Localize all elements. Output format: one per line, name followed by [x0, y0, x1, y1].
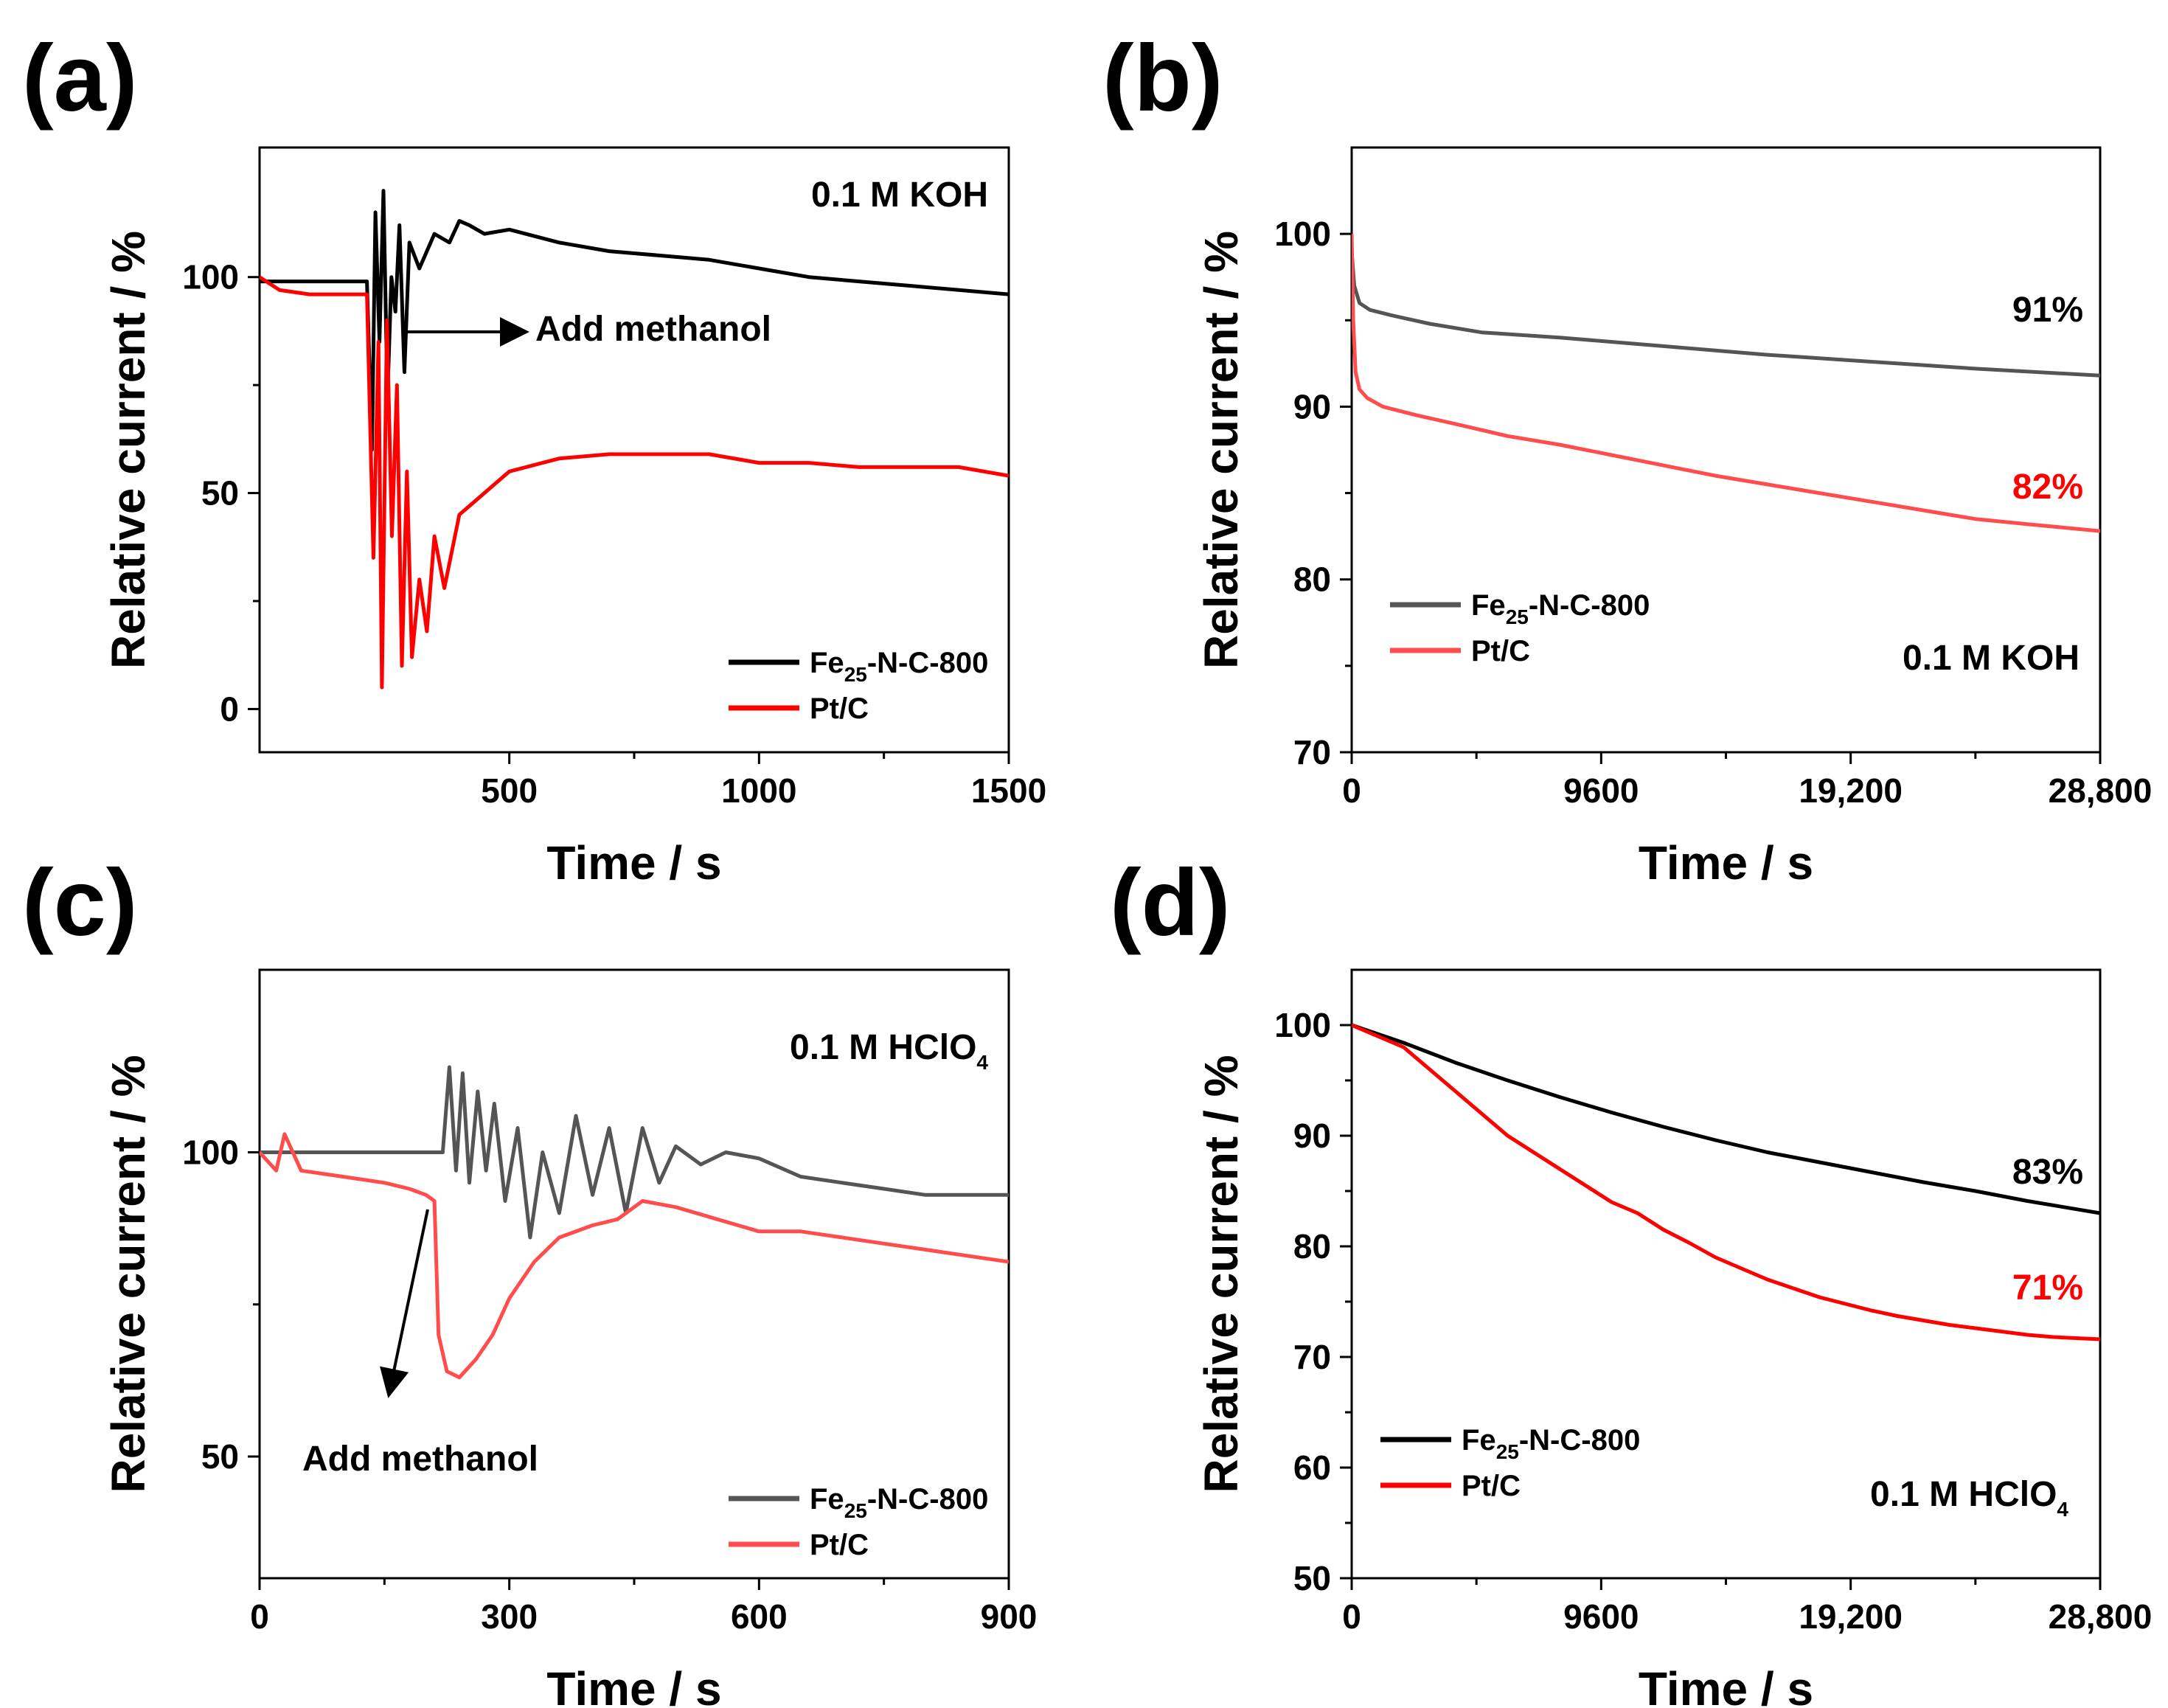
y-tick-label: 70 — [1293, 1338, 1331, 1376]
legend-name: Fe — [1462, 1424, 1496, 1457]
legend-subscript: 25 — [844, 1499, 867, 1522]
series-line-pt-c — [260, 1132, 1009, 1380]
electrolyte-label: 0.1 M HClO4 — [1870, 1475, 2068, 1521]
y-tick-label: 0 — [220, 690, 239, 728]
legend-name-rest: -N-C-800 — [1529, 589, 1650, 622]
retention-label-pt-c: 82% — [2012, 468, 2083, 507]
legend-label: Fe25-N-C-800 — [810, 647, 988, 686]
electrolyte-subscript: 4 — [976, 1051, 988, 1074]
y-axis-title: Relative current / % — [1195, 231, 1248, 669]
y-tick-label: 100 — [1274, 215, 1331, 253]
electrolyte-label: 0.1 M KOH — [811, 176, 988, 215]
y-tick-label: 70 — [1293, 733, 1331, 771]
y-tick-label: 90 — [1293, 387, 1331, 426]
series-line-pt-c — [1352, 1023, 2100, 1341]
x-axis-title: Time / s — [1639, 1662, 1813, 1708]
x-tick-label: 1000 — [721, 771, 796, 810]
series-line-fe-n-c-800 — [260, 189, 1009, 452]
retention-label-pt-c: 71% — [2012, 1268, 2083, 1308]
chart-panel-3: (c) 0 300 600 900 50 100 Time / s Relative curre… — [22, 850, 1037, 1708]
x-tick-label: 900 — [981, 1597, 1038, 1636]
x-tick-label: 9600 — [1563, 1597, 1639, 1636]
legend-subscript: 25 — [1506, 605, 1529, 628]
x-tick-label: 9600 — [1563, 771, 1639, 810]
panel-label: (c) — [22, 850, 137, 956]
retention-label-fe-n-c-800: 91% — [2012, 291, 2083, 330]
x-axis-title: Time / s — [546, 836, 721, 889]
legend-label: Pt/C — [810, 1529, 869, 1561]
annotation-arrow — [379, 1209, 429, 1398]
legend-label: Pt/C — [810, 692, 869, 725]
x-tick-label: 300 — [481, 1597, 538, 1636]
x-tick-label: 28,800 — [2049, 1597, 2153, 1636]
y-tick-label: 100 — [182, 1134, 239, 1172]
electrolyte-label: 0.1 M KOH — [1903, 639, 2080, 678]
chart-panel-1: (a) 500 1000 1500 0 50 100 Time / s Relative cur… — [22, 26, 1046, 889]
legend-name: Pt/C — [810, 692, 869, 725]
series-line-fe-n-c-800 — [260, 1065, 1009, 1240]
series-line-pt-c — [260, 275, 1009, 690]
x-tick-label: 1500 — [971, 771, 1046, 810]
legend-name: Fe — [810, 1483, 844, 1516]
x-tick-label: 28,800 — [2049, 771, 2153, 810]
y-tick-label: 50 — [201, 474, 239, 513]
panel-label: (a) — [22, 26, 137, 131]
panel-label: (b) — [1102, 26, 1223, 131]
x-tick-label: 600 — [731, 1597, 788, 1636]
series-line-fe-n-c-800 — [1352, 1023, 2100, 1215]
legend-name: Fe — [1471, 589, 1506, 622]
series-line-pt-c — [1352, 234, 2100, 533]
legend-subscript: 25 — [844, 663, 867, 686]
legend-label: Fe25-N-C-800 — [1462, 1424, 1640, 1463]
y-axis-title: Relative current / % — [1195, 1055, 1248, 1493]
x-tick-label: 0 — [250, 1597, 269, 1636]
electrolyte-text: 0.1 M KOH — [1903, 639, 2080, 678]
legend-label: Pt/C — [1471, 635, 1530, 667]
panel-label: (d) — [1110, 850, 1230, 956]
legend-label: Pt/C — [1462, 1470, 1521, 1502]
legend-subscript: 25 — [1496, 1440, 1519, 1463]
legend-label: Fe25-N-C-800 — [1471, 589, 1650, 628]
annotation-add-methanol: Add methanol — [535, 310, 771, 349]
x-tick-label: 0 — [1342, 1597, 1361, 1636]
y-axis-title: Relative current / % — [102, 1055, 155, 1493]
legend-label: Fe25-N-C-800 — [810, 1483, 988, 1522]
legend-name-rest: -N-C-800 — [1519, 1424, 1640, 1457]
y-axis-title: Relative current / % — [102, 231, 155, 669]
y-tick-label: 100 — [182, 258, 239, 296]
y-tick-label: 50 — [201, 1437, 239, 1476]
legend-name: Pt/C — [810, 1529, 869, 1561]
x-tick-label: 0 — [1342, 771, 1361, 810]
legend-name: Fe — [810, 647, 844, 679]
legend-name-rest: -N-C-800 — [867, 647, 988, 679]
y-tick-label: 80 — [1293, 1227, 1331, 1266]
legend-name: Pt/C — [1471, 635, 1530, 667]
x-axis-title: Time / s — [546, 1662, 721, 1708]
chart-panel-2: (b) 0 9600 19,200 28,800 70 80 90 100 Time / s Rel… — [1102, 26, 2152, 889]
y-tick-label: 100 — [1274, 1006, 1331, 1044]
y-tick-label: 50 — [1293, 1559, 1331, 1597]
x-tick-label: 19,200 — [1799, 1597, 1903, 1636]
electrolyte-text: 0.1 M HClO — [1870, 1475, 2057, 1514]
legend-name: Pt/C — [1462, 1470, 1521, 1502]
legend-name-rest: -N-C-800 — [867, 1483, 988, 1516]
y-tick-label: 60 — [1293, 1448, 1331, 1487]
x-axis-title: Time / s — [1639, 836, 1813, 889]
annotation-add-methanol: Add methanol — [302, 1440, 538, 1479]
y-tick-label: 90 — [1293, 1117, 1331, 1155]
series-line-fe-n-c-800 — [1352, 251, 2100, 378]
electrolyte-text: 0.1 M HClO — [790, 1028, 976, 1067]
electrolyte-text: 0.1 M KOH — [811, 176, 988, 215]
y-tick-label: 80 — [1293, 560, 1331, 599]
electrolyte-label: 0.1 M HClO4 — [790, 1028, 988, 1074]
chart-panel-4: (d) 0 9600 19,200 28,800 50 60 70 80 90 100 Time / … — [1110, 850, 2152, 1708]
retention-label-fe-n-c-800: 83% — [2012, 1153, 2083, 1192]
x-tick-label: 19,200 — [1799, 771, 1903, 810]
x-tick-label: 500 — [481, 771, 538, 810]
electrolyte-subscript: 4 — [2057, 1498, 2068, 1521]
